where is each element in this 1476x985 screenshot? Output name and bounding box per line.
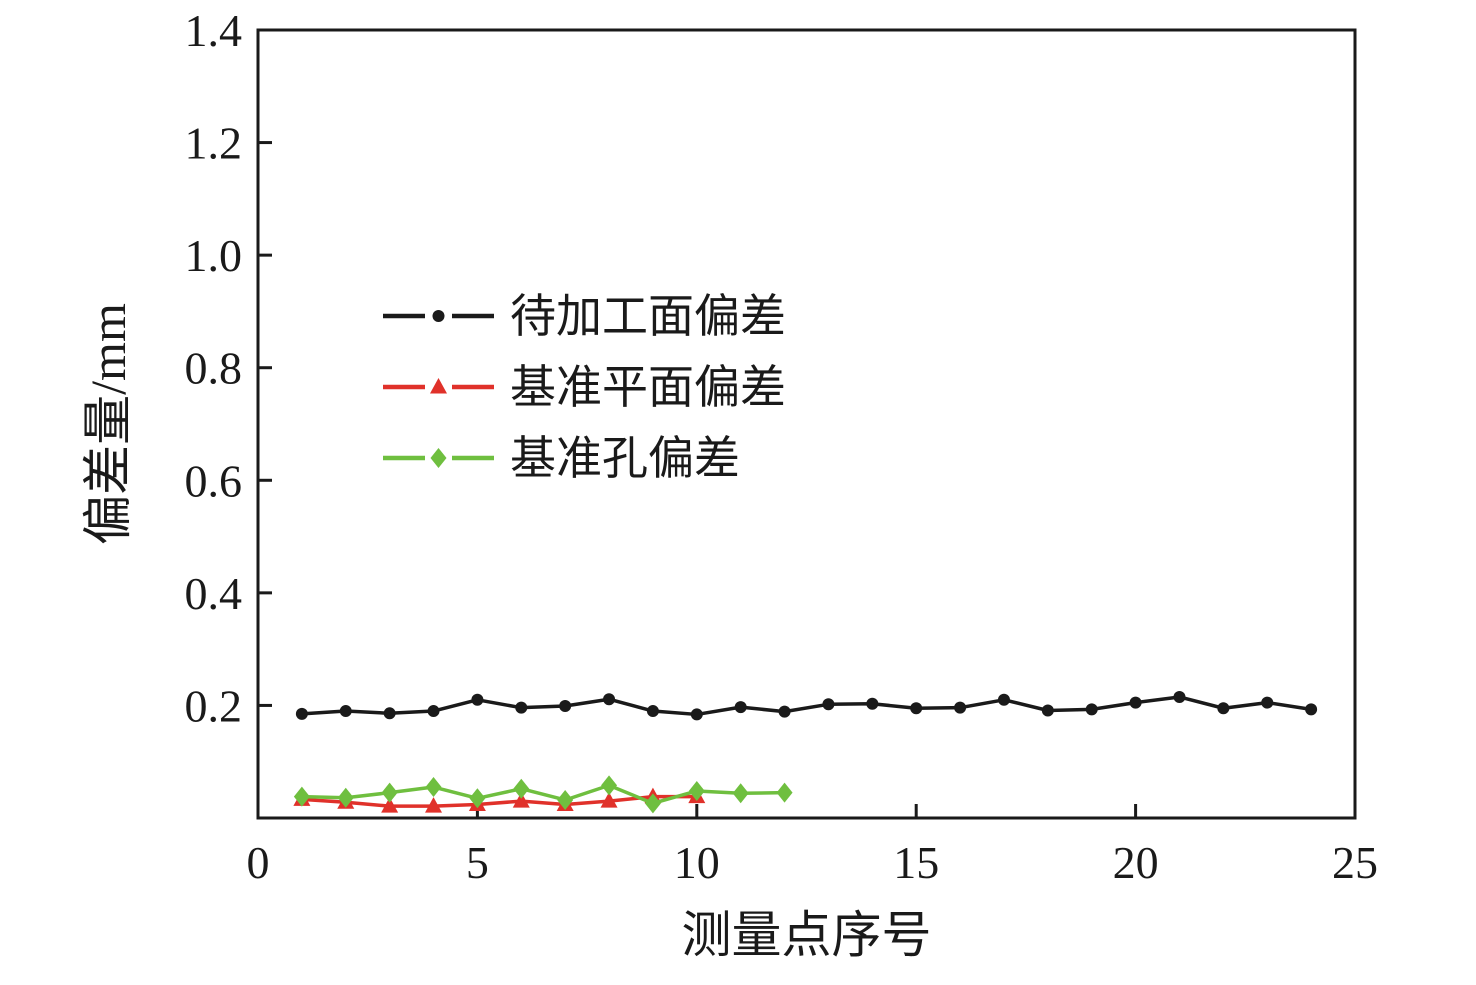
legend-item: 基准孔偏差	[383, 433, 740, 484]
legend-item: 基准平面偏差	[383, 362, 786, 413]
series-marker	[339, 705, 352, 718]
series-marker	[1305, 703, 1318, 716]
series-marker	[293, 786, 310, 807]
x-axis-label: 测量点序号	[682, 907, 932, 963]
legend-marker	[430, 378, 447, 394]
series-marker	[557, 789, 574, 810]
series-line	[300, 794, 699, 808]
series-marker	[1173, 690, 1186, 703]
series-marker	[644, 793, 661, 814]
x-tick-label: 20	[1113, 837, 1159, 888]
series-marker	[1129, 696, 1142, 709]
y-tick-label: 0.4	[185, 568, 243, 619]
y-tick-label: 1.4	[185, 5, 243, 56]
legend-label: 待加工面偏差	[510, 291, 786, 342]
series-marker	[997, 693, 1010, 706]
legend-item: 待加工面偏差	[383, 291, 786, 342]
series-marker	[1261, 696, 1274, 709]
series-marker	[512, 792, 530, 808]
series-marker	[646, 705, 659, 718]
series-marker	[381, 782, 398, 803]
series-marker	[425, 797, 443, 813]
series-marker	[910, 702, 923, 715]
y-tick-label: 0.8	[185, 343, 243, 394]
series-marker	[776, 782, 793, 803]
x-tick-label: 25	[1332, 837, 1378, 888]
x-tick-label: 5	[466, 837, 489, 888]
series-marker	[469, 788, 486, 809]
x-tick-label: 15	[893, 837, 939, 888]
y-tick-label: 0.2	[185, 680, 243, 731]
y-tick-label: 1.0	[185, 230, 243, 281]
legend-marker	[432, 310, 445, 322]
y-tick-label: 0.6	[185, 455, 243, 506]
y-axis-label: 偏差量/mm	[80, 303, 136, 545]
y-tick-label: 1.2	[185, 118, 243, 169]
series-marker	[732, 783, 749, 804]
x-tick-label: 10	[674, 837, 720, 888]
series-marker	[603, 693, 616, 706]
series-marker	[734, 701, 747, 714]
series-marker	[866, 697, 879, 710]
legend-label: 基准孔偏差	[510, 433, 740, 484]
series-marker	[471, 693, 484, 706]
series-marker	[1217, 702, 1230, 715]
series-marker	[690, 708, 703, 721]
series-2	[293, 775, 793, 814]
series-marker	[778, 705, 791, 718]
series-marker	[822, 698, 835, 711]
series-line	[300, 783, 787, 806]
series-marker	[381, 797, 399, 813]
series-marker	[559, 699, 572, 712]
series-marker	[954, 701, 967, 714]
series-marker	[1041, 704, 1054, 717]
legend-label: 基准平面偏差	[510, 362, 786, 413]
series-marker	[513, 778, 530, 799]
series-marker	[337, 787, 354, 808]
series-0	[295, 690, 1318, 721]
series-marker	[1085, 703, 1098, 716]
series-marker	[515, 701, 528, 714]
series-marker	[688, 780, 705, 801]
series-marker	[601, 775, 618, 796]
series-marker	[427, 705, 440, 718]
series-marker	[383, 707, 396, 720]
plot-frame	[256, 28, 1357, 820]
series-marker	[600, 792, 618, 808]
x-tick-label: 0	[247, 837, 270, 888]
series-marker	[425, 777, 442, 798]
series-line	[300, 695, 1313, 717]
series-marker	[295, 707, 308, 720]
legend-marker	[430, 448, 447, 468]
